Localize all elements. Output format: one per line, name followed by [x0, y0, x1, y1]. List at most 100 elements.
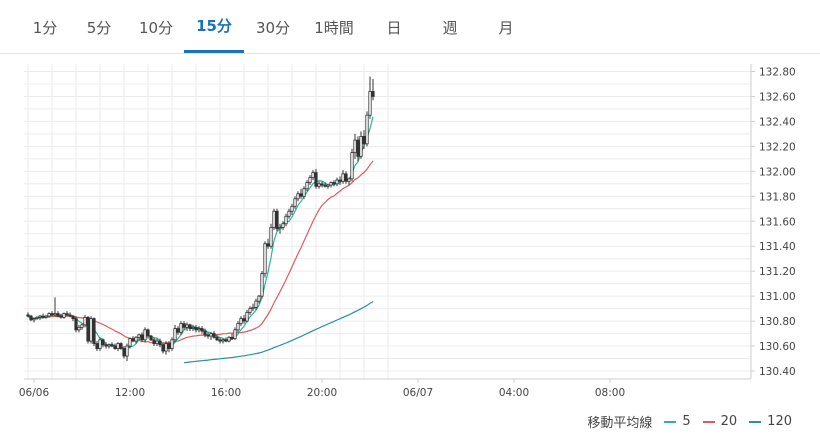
candle-body: [317, 183, 321, 187]
candle-body: [77, 326, 81, 331]
legend-item-ma5: 5: [664, 414, 691, 429]
candle-body: [35, 316, 39, 319]
y-axis: 130.40 130.60 130.80 131.00 131.20 131.40 131.…: [751, 66, 796, 378]
candle-body: [359, 135, 363, 157]
candle-body: [38, 315, 42, 318]
candle-body: [233, 329, 237, 339]
legend-label-ma120: 120: [767, 414, 792, 429]
candle-body: [269, 227, 273, 247]
candle-body: [371, 91, 375, 97]
tab-daily[interactable]: 日: [386, 18, 402, 37]
candle-body: [347, 178, 351, 182]
candle-body: [230, 336, 234, 339]
x-tick-label: 16:00: [211, 387, 241, 399]
candle-body: [116, 343, 120, 349]
legend-label-ma5: 5: [682, 414, 691, 429]
y-tick-label: 131.60: [759, 216, 796, 228]
tab-1min[interactable]: 1分: [32, 18, 58, 37]
candle-body: [182, 323, 186, 328]
candle-body: [290, 205, 294, 212]
candle-body: [176, 328, 180, 333]
candle-body: [311, 172, 315, 178]
candle-body: [179, 323, 183, 333]
candle-body: [65, 313, 69, 316]
candle-body: [194, 326, 198, 331]
candle-body: [122, 348, 126, 357]
candle-body: [110, 344, 114, 347]
candle-body: [86, 316, 90, 342]
candle-body: [356, 139, 360, 157]
candle-body: [335, 179, 339, 185]
candle-body: [218, 339, 222, 342]
candle-body: [98, 339, 102, 349]
legend-swatch-ma120: [749, 420, 762, 423]
candle-body: [134, 336, 138, 342]
candle-body: [203, 330, 207, 336]
x-tick-label: 06/07: [403, 387, 433, 399]
candle-body: [266, 243, 270, 247]
candle-body: [284, 215, 288, 225]
x-tick-label: 04:00: [499, 387, 529, 399]
candle-body: [200, 328, 204, 332]
candle-body: [146, 329, 150, 337]
tab-weekly[interactable]: 週: [442, 18, 458, 37]
candlestick-chart: 130.40 130.60 130.80 131.00 131.20 131.40 131.…: [19, 64, 796, 399]
candle-body: [254, 300, 258, 308]
candle-body: [92, 318, 96, 344]
tabs-divider: [0, 53, 820, 54]
tab-1hour[interactable]: 1時間: [314, 18, 354, 37]
candle-body: [128, 338, 132, 347]
candle-body: [131, 338, 135, 342]
candle-body: [212, 333, 216, 338]
candle-body: [167, 343, 171, 349]
candle-body: [236, 323, 240, 331]
y-tick-label: 132.80: [759, 66, 796, 78]
candle-body: [221, 339, 225, 342]
candle-body: [56, 313, 60, 317]
candle-body: [170, 339, 174, 349]
y-tick-label: 132.60: [759, 91, 796, 103]
candle-body: [302, 188, 306, 197]
candle-body: [47, 313, 51, 317]
ma-120-polyline: [183, 301, 374, 364]
candle-body: [101, 339, 105, 346]
candle-body: [29, 315, 33, 321]
tab-10min[interactable]: 10分: [138, 18, 174, 37]
moving-average-legend: 移動平均線 5 20 120: [587, 412, 792, 431]
tab-monthly[interactable]: 月: [498, 18, 514, 37]
y-tick-label: 132.40: [759, 116, 796, 128]
candle-body: [74, 318, 78, 331]
ma-5-polyline: [27, 116, 374, 350]
candle-body: [332, 182, 336, 185]
candle-body: [272, 210, 276, 228]
candle-body: [149, 335, 153, 341]
x-tick-label: 12:00: [115, 387, 145, 399]
candle-body: [137, 334, 141, 338]
x-tick-label: 20:00: [307, 387, 337, 399]
candle-body: [197, 328, 201, 331]
candle-body: [41, 315, 45, 318]
candle-body: [215, 336, 219, 341]
candle-body: [338, 179, 342, 182]
candle-body: [287, 210, 291, 217]
candle-body: [113, 345, 117, 349]
candle-body: [209, 333, 213, 337]
candle-body: [260, 273, 264, 297]
candles: [26, 76, 375, 362]
candle-body: [161, 344, 165, 352]
candle-body: [245, 311, 249, 322]
y-tick-label: 132.00: [759, 166, 796, 178]
x-tick-label: 08:00: [595, 387, 625, 399]
candle-body: [323, 184, 327, 187]
candle-body: [95, 343, 99, 349]
candle-body: [185, 324, 189, 328]
candle-body: [293, 198, 297, 207]
tab-15min[interactable]: 15分: [184, 0, 244, 54]
candle-body: [107, 344, 111, 347]
candle-body: [191, 326, 195, 329]
ma-120-line: [183, 301, 374, 364]
candle-body: [32, 318, 36, 321]
tab-5min[interactable]: 5分: [86, 18, 112, 37]
candle-body: [365, 114, 369, 145]
tab-30min[interactable]: 30分: [255, 18, 291, 37]
